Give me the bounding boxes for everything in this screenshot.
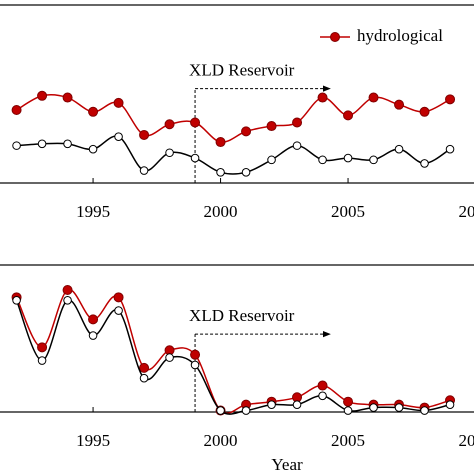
x-tick-label: 2010 xyxy=(459,431,474,450)
data-point xyxy=(62,284,73,295)
data-point xyxy=(241,168,251,177)
data-point xyxy=(37,356,47,365)
data-point xyxy=(37,342,48,353)
data-point xyxy=(420,406,429,415)
data-point xyxy=(215,137,226,148)
data-point xyxy=(241,126,252,137)
data-point xyxy=(62,92,73,103)
data-point xyxy=(88,144,98,154)
x-tick-label: 2000 xyxy=(204,202,238,221)
data-point xyxy=(343,110,354,121)
legend-marker xyxy=(330,32,340,42)
data-point xyxy=(113,292,124,303)
data-point xyxy=(318,155,327,165)
data-point xyxy=(139,362,150,373)
data-point xyxy=(37,90,48,101)
data-point xyxy=(292,141,302,150)
data-point xyxy=(394,144,404,154)
data-point xyxy=(216,168,225,177)
data-point xyxy=(139,166,149,175)
data-point xyxy=(11,105,22,116)
data-point xyxy=(394,403,404,412)
data-point xyxy=(139,373,149,383)
data-point xyxy=(190,360,200,370)
data-point xyxy=(190,117,201,128)
data-point xyxy=(114,306,123,315)
annotation: XLD Reservoir xyxy=(189,61,295,80)
data-point xyxy=(343,153,353,163)
data-point xyxy=(420,159,429,168)
data-point xyxy=(114,132,123,142)
plot-frame xyxy=(0,264,474,413)
data-point xyxy=(88,314,99,325)
series-line xyxy=(16,135,451,175)
data-point xyxy=(445,400,455,409)
data-point xyxy=(267,155,276,165)
x-tick-label: 2010 xyxy=(459,202,474,221)
data-point xyxy=(419,106,430,117)
data-point xyxy=(318,391,327,401)
data-point xyxy=(368,92,379,103)
x-tick-label: 2005 xyxy=(331,431,365,450)
x-axis-label: Year xyxy=(271,455,303,474)
data-point xyxy=(88,331,98,340)
data-point xyxy=(216,406,225,415)
x-tick-label: 2000 xyxy=(204,431,238,450)
x-tick-label: 1995 xyxy=(76,431,110,450)
data-point xyxy=(317,92,328,103)
data-point xyxy=(139,129,150,140)
data-point xyxy=(164,119,175,130)
data-point xyxy=(165,353,174,362)
data-point xyxy=(292,117,303,128)
x-tick-label: 2005 xyxy=(331,202,365,221)
data-point xyxy=(241,406,251,415)
data-point xyxy=(343,406,353,415)
data-point xyxy=(317,380,328,391)
x-tick-label: 1995 xyxy=(76,202,110,221)
data-point xyxy=(190,349,201,360)
annotation: XLD Reservoir xyxy=(189,306,295,325)
data-point xyxy=(445,144,455,154)
plot-frame xyxy=(0,4,474,184)
data-point xyxy=(267,400,276,409)
data-point xyxy=(12,295,21,305)
data-point xyxy=(292,400,302,409)
data-point xyxy=(37,139,47,149)
data-point xyxy=(343,396,354,407)
data-point xyxy=(266,121,277,132)
data-point xyxy=(190,153,200,163)
legend-label: hydrological xyxy=(357,26,443,45)
data-point xyxy=(394,99,405,110)
data-point xyxy=(369,155,378,165)
data-point xyxy=(63,295,72,305)
data-point xyxy=(369,403,378,412)
data-point xyxy=(445,94,456,105)
data-point xyxy=(63,139,72,149)
series-line xyxy=(16,93,451,143)
data-point xyxy=(88,106,99,117)
data-point xyxy=(165,148,174,158)
data-point xyxy=(12,141,21,150)
data-point xyxy=(113,97,124,108)
